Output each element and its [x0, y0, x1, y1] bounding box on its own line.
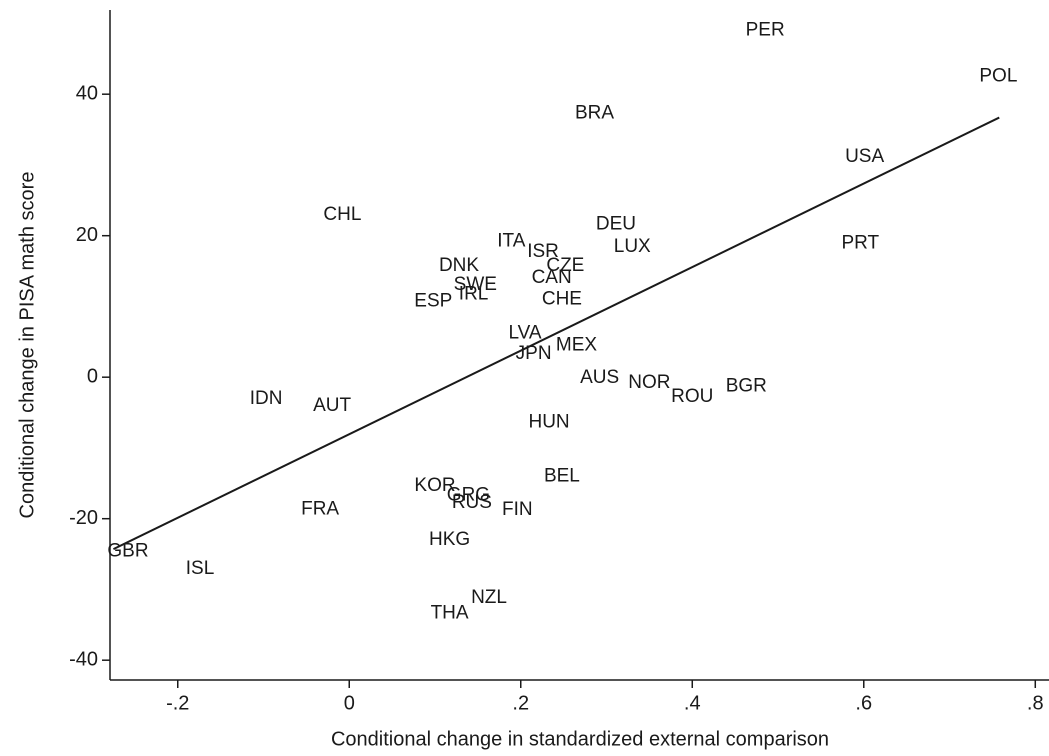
point-label: FRA	[301, 499, 339, 520]
x-tick-label: 0	[344, 692, 355, 714]
x-tick-label: .2	[512, 692, 529, 714]
point-label: KOR	[414, 475, 455, 496]
x-axis-label: Conditional change in standardized exter…	[331, 728, 829, 750]
point-label: CZE	[546, 255, 584, 276]
point-label: AUS	[580, 367, 619, 388]
x-tick-label: .4	[684, 692, 701, 714]
x-tick-label: .8	[1027, 692, 1044, 714]
y-axis-label: Conditional change in PISA math score	[16, 172, 38, 519]
fit-line	[112, 116, 1000, 551]
point-label: NZL	[471, 587, 507, 608]
y-tick-label: 40	[76, 82, 98, 104]
point-label: HKG	[429, 529, 470, 550]
point-label: MEX	[556, 334, 598, 355]
point-label: BGR	[726, 375, 767, 396]
x-tick-label: .6	[855, 692, 872, 714]
point-label: AUT	[313, 395, 351, 416]
point-label: DNK	[439, 255, 479, 276]
point-label: FIN	[502, 499, 533, 520]
point-label: PRT	[842, 232, 880, 253]
point-label: RUS	[452, 492, 492, 513]
point-label: CHL	[323, 204, 361, 225]
point-label: DEU	[596, 213, 636, 234]
point-label: IDN	[250, 388, 283, 409]
point-label: USA	[845, 146, 884, 167]
point-label: CAN	[532, 267, 572, 288]
point-label: GRG	[447, 484, 490, 505]
point-label: LVA	[508, 322, 541, 343]
y-tick-label: -40	[69, 648, 98, 670]
point-label: BRA	[575, 102, 614, 123]
point-label: THA	[431, 603, 469, 624]
point-label: PER	[746, 20, 785, 41]
point-label: CHE	[542, 288, 582, 309]
point-label: ISR	[527, 241, 559, 262]
point-label: NOR	[628, 372, 670, 393]
y-tick-label: 0	[87, 365, 98, 387]
point-label: POL	[979, 66, 1017, 87]
point-label: ITA	[497, 230, 525, 251]
point-label: ESP	[414, 291, 452, 312]
point-label: JPN	[516, 343, 552, 364]
x-tick-label: -.2	[166, 692, 189, 714]
y-tick-label: 20	[76, 224, 98, 246]
point-label: BEL	[544, 465, 580, 486]
point-label: IRL	[459, 283, 489, 304]
point-label: SWE	[454, 274, 497, 295]
point-label: GBR	[107, 540, 148, 561]
point-label: HUN	[528, 411, 569, 432]
y-tick-label: -20	[69, 507, 98, 529]
point-label: ISL	[186, 558, 215, 579]
point-label: LUX	[614, 236, 651, 257]
point-label: ROU	[671, 386, 713, 407]
